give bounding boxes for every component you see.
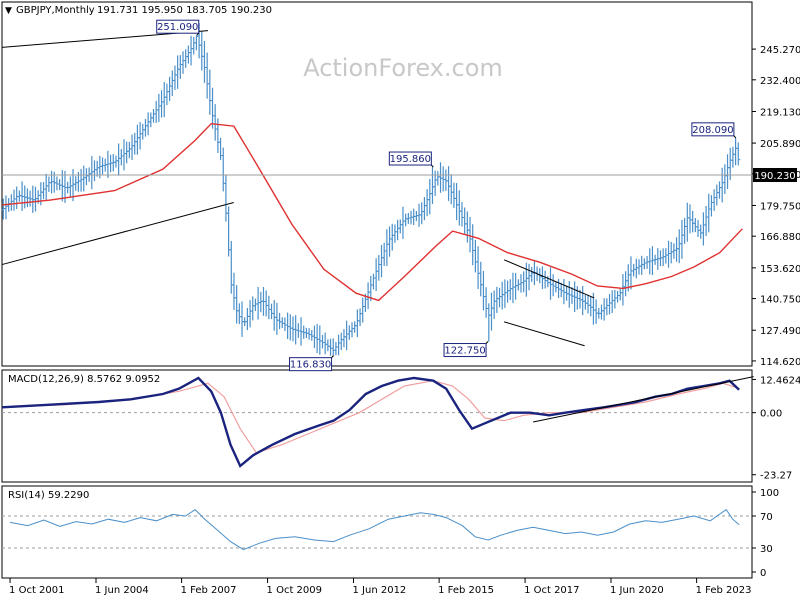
- callout-high-2014-leader: [430, 164, 434, 168]
- macd-line: [1, 376, 740, 468]
- price-axis-label: 205.890: [760, 139, 800, 150]
- trendline-wedge-bottom: [504, 321, 585, 347]
- x-axis-label: 1 Jun 2004: [95, 585, 149, 596]
- callout-high-2023-leader: [733, 135, 737, 139]
- rsi-label: RSI(14) 59.2290: [8, 490, 89, 501]
- chart-menu-arrow[interactable]: ▼: [5, 6, 12, 16]
- trendline-wedge-top: [503, 259, 595, 299]
- x-axis-label: 1 Oct 2001: [9, 585, 64, 596]
- symbol-label: GBPJPY,Monthly: [16, 5, 95, 16]
- rsi-panel-frame: [1, 485, 753, 579]
- macd-label: MACD(12,26,9) 8.5762 9.0952: [8, 374, 160, 385]
- callout-high-2007-box: [156, 19, 200, 34]
- callout-high-2007: 251.090: [157, 22, 198, 33]
- price-axis-label: 179.750: [760, 201, 800, 212]
- callout-high-2014-box: [388, 151, 432, 166]
- callout-low-2016-leader: [485, 341, 489, 344]
- ma-line: [1, 122, 743, 302]
- macd-signal-line: [1, 380, 740, 454]
- rsi-axis-label: 0: [760, 568, 766, 579]
- rsi-axis-label: 100: [760, 488, 779, 499]
- macd-trendline: [533, 376, 754, 423]
- price-panel-frame: [1, 1, 753, 367]
- x-axis-label: 1 Feb 2007: [181, 585, 237, 596]
- callout-low-2008-box: [289, 357, 333, 372]
- callout-high-2007-leader: [196, 32, 200, 36]
- price-axis-label: 114.620: [760, 357, 800, 368]
- callout-high-2023-box: [691, 122, 735, 137]
- trendline-bottom: [1, 202, 234, 266]
- ohlc-label: 191.731 195.950 183.705 190.230: [97, 5, 272, 16]
- macd-axis-label: 0.00: [760, 409, 782, 420]
- callout-low-2008: 116.830: [290, 360, 331, 371]
- current-price-tag-bg: [753, 168, 797, 182]
- rsi-line: [9, 508, 740, 551]
- x-axis-label: 1 Jun 2020: [610, 585, 664, 596]
- callout-high-2014: 195.860: [390, 154, 431, 165]
- x-axis-label: 1 Feb 2023: [696, 585, 752, 596]
- price-axis-label: 153.620: [760, 264, 800, 275]
- rsi-axis-label: 70: [760, 512, 773, 523]
- x-axis-label: 1 Feb 2015: [438, 585, 494, 596]
- callout-high-2023: 208.090: [692, 125, 733, 136]
- x-axis-label: 1 Oct 2009: [267, 585, 322, 596]
- watermark: ActionForex.com: [303, 54, 503, 82]
- macd-axis-label: 12.4624: [760, 375, 800, 386]
- callout-low-2008-leader: [331, 355, 334, 359]
- current-price-tag: 190.230: [754, 171, 795, 182]
- price-axis-label: 219.130: [760, 107, 800, 118]
- price-axis-label: 232.400: [760, 76, 800, 87]
- callout-low-2016-box: [443, 343, 487, 358]
- price-axis-label: 140.750: [760, 295, 800, 306]
- callout-low-2016: 122.750: [444, 346, 485, 357]
- macd-panel-frame: [1, 369, 753, 483]
- price-axis-label: 127.490: [760, 326, 800, 337]
- rsi-axis-label: 30: [760, 544, 773, 555]
- price-axis-label: 245.270: [760, 45, 800, 56]
- price-axis-label: 166.880: [760, 232, 800, 243]
- macd-axis-label: -23.27: [760, 471, 792, 482]
- x-axis-label: 1 Oct 2017: [524, 585, 579, 596]
- x-axis-label: 1 Jun 2012: [353, 585, 407, 596]
